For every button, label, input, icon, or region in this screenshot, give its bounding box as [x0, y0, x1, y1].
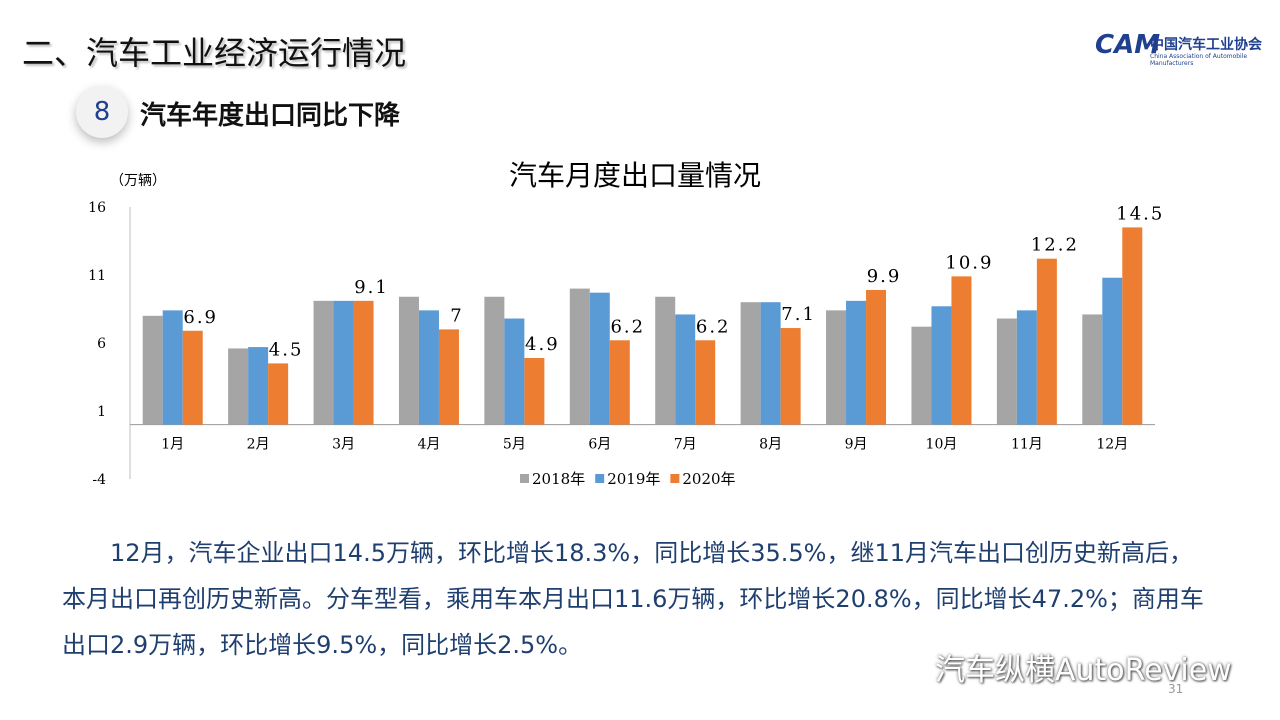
bar: [162, 310, 183, 425]
logo-mark: CAM: [1095, 30, 1161, 60]
y-tick-label: -4: [92, 472, 106, 488]
bar: [1036, 258, 1057, 425]
legend-swatch: [520, 474, 529, 483]
page-number: 31: [1168, 682, 1184, 696]
bar: [438, 329, 459, 425]
x-tick-label: 12月: [1096, 437, 1128, 453]
data-label: 6.2: [610, 316, 645, 337]
data-label: 14.5: [1116, 203, 1164, 224]
x-tick-label: 6月: [588, 437, 611, 453]
data-label: 7: [450, 305, 463, 326]
bar: [524, 357, 545, 425]
bar: [695, 340, 716, 425]
data-label: 7.1: [781, 304, 816, 325]
bar: [609, 340, 630, 425]
data-label: 6.2: [696, 316, 731, 337]
bar: [353, 300, 374, 425]
legend-label: 2018年: [532, 470, 585, 488]
bar: [826, 310, 847, 425]
bar: [760, 302, 781, 425]
bar: [655, 296, 676, 425]
section-title: 汽车年度出口同比下降: [140, 101, 401, 131]
legend-label: 2019年: [607, 470, 660, 488]
y-unit: （万辆）: [110, 173, 166, 189]
bar: [1122, 227, 1143, 425]
x-tick-label: 4月: [417, 437, 440, 453]
x-tick-label: 9月: [845, 437, 868, 453]
bar: [931, 306, 952, 425]
bar: [866, 289, 887, 425]
bar: [740, 302, 761, 425]
x-tick-label: 10月: [926, 437, 958, 453]
bar: [398, 296, 419, 425]
bar: [846, 300, 867, 425]
paragraph: 12月，汽车企业出口14.5万辆，环比增长18.3%，同比增长35.5%，继11…: [62, 539, 1204, 659]
data-label: 10.9: [945, 252, 993, 273]
legend-label: 2020年: [682, 470, 735, 488]
bar: [484, 296, 505, 425]
bar: [182, 330, 203, 425]
data-label: 6.9: [183, 307, 218, 328]
data-label: 4.5: [269, 339, 304, 360]
x-tick-label: 1月: [161, 437, 184, 453]
bar: [996, 318, 1017, 425]
x-tick-label: 7月: [674, 437, 697, 453]
bar: [313, 300, 334, 425]
y-tick-label: 1: [97, 404, 106, 420]
y-tick-label: 6: [97, 336, 106, 352]
slide-title: 二、汽车工业经济运行情况: [22, 34, 407, 72]
data-label: 9.9: [867, 266, 902, 287]
bar: [418, 310, 439, 425]
x-tick-label: 3月: [332, 437, 355, 453]
bar: [951, 276, 972, 425]
y-tick-label: 11: [88, 268, 106, 284]
chart: 汽车月度出口量情况 （万辆） -41611161月6.92月4.53月9.14月…: [88, 160, 1164, 488]
bar: [911, 326, 932, 425]
bar: [1102, 277, 1123, 425]
legend-swatch: [670, 474, 680, 483]
y-tick-label: 16: [88, 200, 106, 216]
bar: [675, 314, 696, 425]
x-tick-label: 11月: [1011, 437, 1043, 453]
data-label: 12.2: [1031, 235, 1079, 256]
bar: [268, 363, 289, 425]
bar: [248, 347, 269, 425]
section-badge: 8: [76, 86, 128, 138]
x-tick-label: 5月: [503, 437, 526, 453]
watermark: 汽车纵横AutoReview: [935, 653, 1232, 688]
x-tick-label: 2月: [247, 437, 270, 453]
bar: [504, 318, 525, 425]
bar: [589, 292, 610, 425]
bar: [780, 328, 801, 425]
data-label: 9.1: [354, 277, 389, 298]
logo-name: 中国汽车工业协会: [1150, 37, 1262, 53]
x-tick-label: 8月: [759, 437, 782, 453]
data-label: 4.9: [525, 334, 560, 355]
bar: [1082, 314, 1103, 425]
chart-title: 汽车月度出口量情况: [509, 160, 761, 192]
bar: [142, 315, 163, 425]
bar: [228, 348, 249, 425]
bar: [1016, 310, 1037, 425]
legend-swatch: [595, 474, 605, 483]
bar: [569, 288, 590, 425]
bar: [333, 300, 354, 425]
logo-english: China Association of Automobile Manufact…: [1150, 53, 1248, 67]
